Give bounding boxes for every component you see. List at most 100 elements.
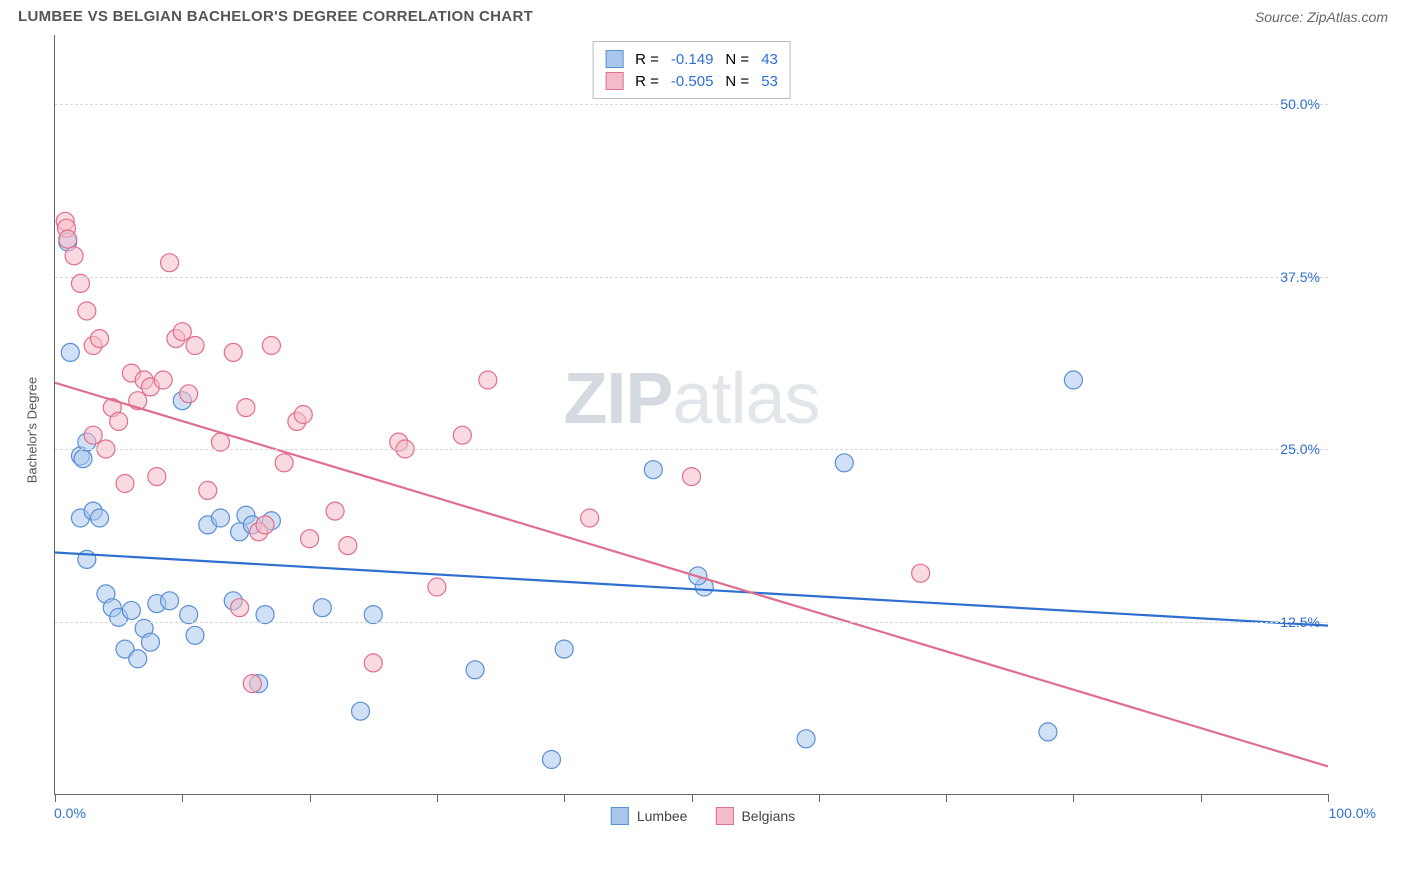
data-point-lumbee (59, 233, 77, 251)
data-point-lumbee (161, 592, 179, 610)
x-tick (692, 794, 693, 802)
y-tick-label: 25.0% (1280, 441, 1320, 457)
swatch-lumbee-icon (611, 807, 629, 825)
x-tick (946, 794, 947, 802)
data-point-lumbee (78, 550, 96, 568)
legend-item-belgians: Belgians (715, 807, 795, 825)
x-tick (310, 794, 311, 802)
data-point-belgians (148, 468, 166, 486)
y-tick-label: 50.0% (1280, 96, 1320, 112)
data-point-belgians (683, 468, 701, 486)
data-point-belgians (110, 412, 128, 430)
x-tick (437, 794, 438, 802)
legend-row-lumbee: R = -0.149 N = 43 (605, 48, 778, 70)
data-point-belgians (56, 212, 74, 230)
data-point-belgians (129, 392, 147, 410)
data-point-belgians (912, 564, 930, 582)
x-tick (819, 794, 820, 802)
gridline (55, 449, 1328, 450)
data-point-lumbee (1064, 371, 1082, 389)
data-point-lumbee (262, 512, 280, 530)
swatch-belgians-icon (715, 807, 733, 825)
data-point-belgians (479, 371, 497, 389)
n-value-belgians: 53 (761, 73, 778, 90)
data-point-lumbee (211, 509, 229, 527)
data-point-lumbee (71, 509, 89, 527)
data-point-belgians (59, 230, 77, 248)
data-point-lumbee (237, 506, 255, 524)
r-value-lumbee: -0.149 (671, 51, 714, 68)
data-point-lumbee (74, 450, 92, 468)
data-point-lumbee (835, 454, 853, 472)
watermark-zip: ZIP (563, 359, 672, 439)
data-point-belgians (186, 337, 204, 355)
data-point-lumbee (644, 461, 662, 479)
data-point-belgians (199, 481, 217, 499)
data-point-belgians (237, 399, 255, 417)
y-tick-label: 37.5% (1280, 269, 1320, 285)
data-point-belgians (275, 454, 293, 472)
r-value-belgians: -0.505 (671, 73, 714, 90)
data-point-lumbee (797, 730, 815, 748)
data-point-belgians (288, 412, 306, 430)
legend-correlation: R = -0.149 N = 43 R = -0.505 N = 53 (592, 41, 791, 99)
chart-container: Bachelor's Degree ZIPatlas R = -0.149 N … (18, 35, 1388, 825)
data-point-lumbee (224, 592, 242, 610)
data-point-belgians (231, 599, 249, 617)
x-tick (1328, 794, 1329, 802)
data-point-belgians (301, 530, 319, 548)
legend-item-lumbee: Lumbee (611, 807, 688, 825)
data-point-lumbee (689, 567, 707, 585)
x-tick (55, 794, 56, 802)
data-point-belgians (173, 323, 191, 341)
data-point-belgians (84, 337, 102, 355)
watermark: ZIPatlas (563, 358, 819, 440)
data-point-lumbee (313, 599, 331, 617)
data-point-lumbee (173, 392, 191, 410)
data-point-lumbee (695, 578, 713, 596)
n-value-lumbee: 43 (761, 51, 778, 68)
data-point-belgians (364, 654, 382, 672)
legend-series: Lumbee Belgians (611, 807, 795, 825)
data-point-belgians (91, 330, 109, 348)
x-tick (1201, 794, 1202, 802)
data-point-lumbee (199, 516, 217, 534)
data-point-lumbee (103, 599, 121, 617)
data-point-lumbee (91, 509, 109, 527)
plot-area: ZIPatlas R = -0.149 N = 43 R = -0.505 N … (54, 35, 1328, 795)
r-label: R = (635, 51, 659, 68)
data-point-belgians (294, 406, 312, 424)
data-point-belgians (428, 578, 446, 596)
data-point-belgians (116, 475, 134, 493)
data-point-lumbee (1039, 723, 1057, 741)
data-point-belgians (453, 426, 471, 444)
watermark-atlas: atlas (672, 359, 819, 439)
legend-label-belgians: Belgians (741, 808, 795, 824)
data-point-lumbee (97, 585, 115, 603)
data-point-belgians (180, 385, 198, 403)
data-point-belgians (103, 399, 121, 417)
data-point-belgians (167, 330, 185, 348)
chart-title: LUMBEE VS BELGIAN BACHELOR'S DEGREE CORR… (18, 8, 533, 25)
r-label: R = (635, 73, 659, 90)
data-point-belgians (135, 371, 153, 389)
trendline-belgians (55, 383, 1328, 767)
data-point-lumbee (542, 751, 560, 769)
legend-row-belgians: R = -0.505 N = 53 (605, 70, 778, 92)
data-point-lumbee (555, 640, 573, 658)
data-point-lumbee (84, 502, 102, 520)
x-label-right: 100.0% (1329, 805, 1376, 821)
data-point-lumbee (243, 516, 261, 534)
swatch-lumbee (605, 50, 623, 68)
data-point-belgians (243, 675, 261, 693)
data-point-belgians (84, 426, 102, 444)
data-point-belgians (161, 254, 179, 272)
header: LUMBEE VS BELGIAN BACHELOR'S DEGREE CORR… (0, 0, 1406, 31)
y-tick-label: 12.5% (1280, 614, 1320, 630)
data-point-belgians (65, 247, 83, 265)
data-point-belgians (262, 337, 280, 355)
data-point-belgians (326, 502, 344, 520)
data-point-belgians (250, 523, 268, 541)
data-point-belgians (141, 378, 159, 396)
data-point-belgians (154, 371, 172, 389)
